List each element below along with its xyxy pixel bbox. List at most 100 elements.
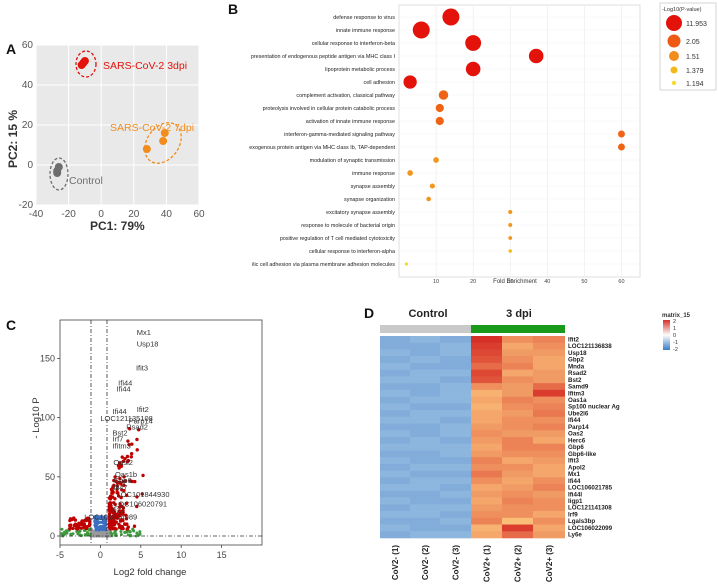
volcano-point-sig xyxy=(110,489,114,493)
volcano-point-fc xyxy=(60,527,64,531)
heatmap-cell xyxy=(410,511,440,519)
heatmap-cell xyxy=(533,457,565,465)
volcano-gene-label: Ifi27 xyxy=(111,505,125,514)
go-term-label: exogenous protein antigen via MHC class … xyxy=(249,145,395,151)
heatmap-cell xyxy=(502,511,533,519)
go-legend-label-3: 1.51 xyxy=(686,54,700,61)
heatmap-cell xyxy=(440,336,471,344)
pca-x-tick: 20 xyxy=(128,209,140,220)
heatmap-cell xyxy=(533,403,565,411)
heatmap-cell xyxy=(410,383,440,391)
heatmap-cell xyxy=(410,423,440,431)
heatmap-cell xyxy=(380,450,410,458)
go-dot xyxy=(508,223,513,227)
go-legend-dot-2 xyxy=(667,34,681,48)
heatmap-cell xyxy=(533,423,565,431)
heatmap-cell xyxy=(471,504,502,512)
volcano-point-fc xyxy=(87,528,91,532)
heatmap-row-label: Apol2 xyxy=(568,464,586,471)
heatmap-cell xyxy=(471,443,502,451)
heatmap-cell xyxy=(502,410,533,418)
go-term-label: lipoprotein metabolic process xyxy=(325,67,395,73)
heatmap-cell xyxy=(380,383,410,391)
heatmap-cell xyxy=(380,396,410,404)
heatmap-cell xyxy=(410,517,440,525)
heatmap-cell xyxy=(471,490,502,498)
go-x-tick: 20 xyxy=(470,279,476,285)
heatmap-cell xyxy=(533,437,565,445)
heatmap-cell xyxy=(410,504,440,512)
go-x-tick-labels: 10 20 30 40 50 60 xyxy=(433,279,625,285)
pca-label-7dpi: SARS-CoV-2 7dpi xyxy=(110,122,194,134)
volcano-point-sig xyxy=(107,522,112,526)
volcano-point-sig xyxy=(120,488,124,492)
volcano-point-fc xyxy=(64,529,68,533)
heatmap-row-label: Ifi44l xyxy=(568,491,582,498)
volcano-point-p xyxy=(93,518,97,522)
heatmap-group-3dpi: 3 dpi xyxy=(506,308,532,320)
heatmap-cell xyxy=(502,443,533,451)
pca-y-axis-label: PC2: 15 % xyxy=(6,110,20,168)
volcano-point-sig xyxy=(111,521,116,526)
pca-point-group-0 xyxy=(79,59,88,67)
heatmap-cell xyxy=(533,531,565,539)
volcano-point-sig xyxy=(130,442,134,446)
heatmap-cell xyxy=(533,356,565,364)
heatmap-cell xyxy=(471,450,502,458)
volcano-point-sig xyxy=(123,457,127,461)
heatmap-cell xyxy=(502,524,533,532)
volcano-point-fc xyxy=(69,532,73,536)
panel-d-letter: D xyxy=(364,305,374,321)
go-legend-label-5: 1.194 xyxy=(686,81,704,88)
panel-b-letter: B xyxy=(228,1,238,17)
heatmap-cell xyxy=(380,497,410,505)
go-dot xyxy=(404,262,409,266)
go-dot xyxy=(426,196,431,202)
go-term-label: presentation of endogenous peptide antig… xyxy=(251,54,395,60)
heatmap-cell xyxy=(502,450,533,458)
heatmap-cell xyxy=(471,342,502,350)
volcano-point-sig xyxy=(118,476,122,481)
heatmap-cell xyxy=(533,416,565,424)
heatmap-row-label: Ifi44 xyxy=(568,478,581,485)
heatmap-cell xyxy=(471,511,502,519)
volcano-point-sig xyxy=(124,517,129,521)
pca-y-tick: 0 xyxy=(27,160,33,171)
heatmap-row-label: Ifi44 xyxy=(568,417,581,424)
pca-y-tick: 60 xyxy=(22,40,34,51)
volcano-point-sig-down xyxy=(68,527,72,531)
heatmap-cell xyxy=(471,403,502,411)
heatmap-cell xyxy=(380,463,410,471)
volcano-point-ns xyxy=(91,529,95,533)
go-legend-label-4: 1.379 xyxy=(686,68,704,75)
heatmap-row-label: Mnda xyxy=(568,363,585,370)
pca-ellipse-7dpi xyxy=(144,122,182,164)
heatmap-cell xyxy=(440,497,471,505)
heatmap-cell xyxy=(533,470,565,478)
heatmap-cell xyxy=(380,443,410,451)
go-dot xyxy=(435,116,444,126)
go-dot xyxy=(442,8,460,26)
go-dot xyxy=(618,130,625,138)
volcano-point-sig xyxy=(125,522,129,526)
heatmap-cell xyxy=(471,416,502,424)
pca-point-group-2 xyxy=(54,163,63,171)
heatmap-row-label: LOC121141308 xyxy=(568,505,612,512)
heatmap-column-label: CoV2- (1) xyxy=(391,545,400,580)
heatmap-cell xyxy=(502,463,533,471)
volcano-point-sig xyxy=(108,510,113,515)
heatmap-cell xyxy=(502,457,533,465)
heatmap-cell xyxy=(533,517,565,525)
volcano-point-sig-down xyxy=(84,517,88,522)
go-dot xyxy=(412,21,430,39)
pca-ellipse-3dpi xyxy=(75,50,97,78)
heatmap-cell xyxy=(533,342,565,350)
heatmap-legend-tick-m1: -1 xyxy=(673,340,678,346)
heatmap-row-label: Ifitm3 xyxy=(568,390,585,397)
heatmap-cell xyxy=(380,511,410,519)
go-term-label: proteolysis involved in cellular protein… xyxy=(263,106,396,112)
volcano-point-sig xyxy=(121,459,125,463)
volcano-gene-label: Ifit2 xyxy=(137,405,149,414)
heatmap-row-label: Oas1a xyxy=(568,397,587,404)
volcano-point-sig xyxy=(120,525,125,529)
